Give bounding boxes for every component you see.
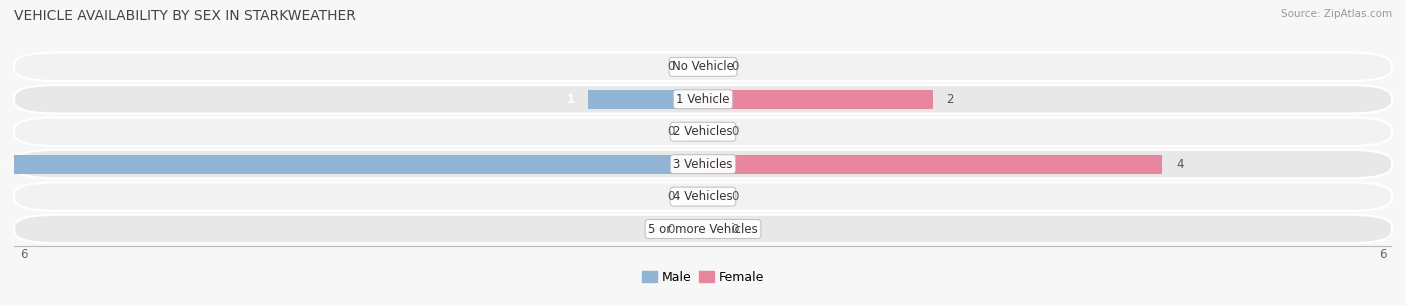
FancyBboxPatch shape	[14, 85, 1392, 113]
Text: 1 Vehicle: 1 Vehicle	[676, 93, 730, 106]
Bar	[682, 122, 703, 141]
Legend: Male, Female: Male, Female	[637, 266, 769, 289]
Text: 3 Vehicles: 3 Vehicles	[673, 158, 733, 170]
FancyBboxPatch shape	[14, 215, 1392, 243]
Bar	[588, 90, 703, 109]
Bar	[703, 155, 1163, 174]
Bar	[703, 57, 724, 76]
Text: 0: 0	[666, 125, 675, 138]
Text: 4: 4	[1175, 158, 1184, 170]
Text: 1: 1	[567, 93, 575, 106]
Text: 4 Vehicles: 4 Vehicles	[673, 190, 733, 203]
Bar	[682, 220, 703, 239]
Text: 0: 0	[731, 125, 740, 138]
Text: 5 or more Vehicles: 5 or more Vehicles	[648, 223, 758, 235]
FancyBboxPatch shape	[14, 52, 1392, 81]
Text: VEHICLE AVAILABILITY BY SEX IN STARKWEATHER: VEHICLE AVAILABILITY BY SEX IN STARKWEAT…	[14, 9, 356, 23]
Text: 6: 6	[20, 248, 27, 261]
Text: Source: ZipAtlas.com: Source: ZipAtlas.com	[1281, 9, 1392, 19]
Text: 6: 6	[1379, 248, 1386, 261]
Text: 2 Vehicles: 2 Vehicles	[673, 125, 733, 138]
Text: 0: 0	[666, 60, 675, 73]
Text: 0: 0	[731, 190, 740, 203]
Text: 0: 0	[666, 190, 675, 203]
FancyBboxPatch shape	[14, 182, 1392, 211]
Text: No Vehicle: No Vehicle	[672, 60, 734, 73]
Bar	[703, 90, 932, 109]
Text: 2: 2	[946, 93, 953, 106]
Bar	[703, 122, 724, 141]
Text: 0: 0	[731, 223, 740, 235]
FancyBboxPatch shape	[14, 150, 1392, 178]
Bar	[703, 187, 724, 206]
Text: 0: 0	[666, 223, 675, 235]
Text: 0: 0	[731, 60, 740, 73]
Bar	[682, 57, 703, 76]
Bar	[682, 187, 703, 206]
Bar	[14, 155, 703, 174]
Bar	[703, 220, 724, 239]
FancyBboxPatch shape	[14, 117, 1392, 146]
